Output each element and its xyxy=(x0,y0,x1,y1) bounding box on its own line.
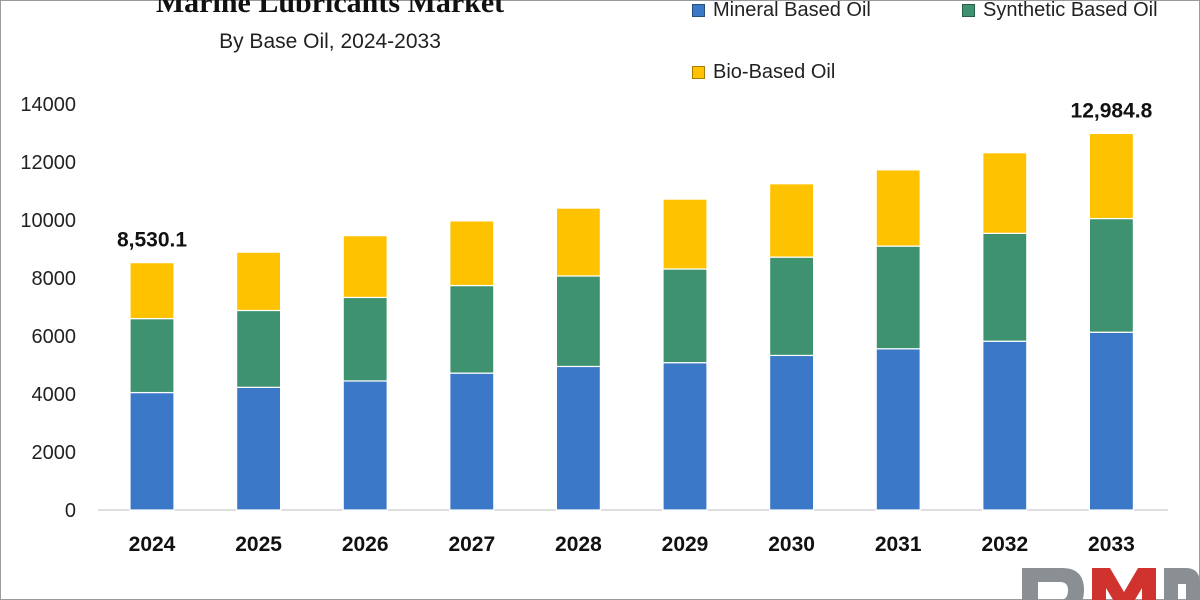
bar-segment-mineral xyxy=(129,391,175,511)
bar-segment-mineral xyxy=(662,362,708,511)
bar-segment-synthetic xyxy=(449,284,495,374)
y-tick-label: 14000 xyxy=(20,94,76,116)
legend-label-bio: Bio-Based Oil xyxy=(713,60,836,83)
bar-segment-bio xyxy=(129,262,175,320)
y-tick-label: 10000 xyxy=(20,210,76,232)
x-tick-label: 2030 xyxy=(768,533,815,556)
legend-item-synthetic: Synthetic Based Oil xyxy=(962,0,1158,22)
total-data-label: 8,530.1 xyxy=(117,229,187,252)
bar-segment-bio xyxy=(768,183,815,258)
bar-segment-bio xyxy=(662,198,708,270)
legend-swatch-mineral xyxy=(692,3,705,17)
bar-segment-bio xyxy=(555,207,602,277)
x-tick-label: 2025 xyxy=(235,533,282,556)
legend-label-synthetic: Synthetic Based Oil xyxy=(983,0,1158,21)
bar-segment-bio xyxy=(449,220,495,287)
y-tick-label: 0 xyxy=(65,500,76,522)
company-logo-mark xyxy=(1022,568,1200,600)
y-tick-label: 6000 xyxy=(32,326,77,348)
bar-segment-mineral xyxy=(875,348,921,511)
x-tick-label: 2029 xyxy=(662,533,709,556)
chart-subtitle: By Base Oil, 2024-2033 xyxy=(219,30,441,53)
bar-segment-synthetic xyxy=(768,256,815,357)
x-tick-label: 2033 xyxy=(1088,533,1135,556)
y-tick-label: 12000 xyxy=(20,152,76,174)
bar-segment-mineral xyxy=(236,386,282,511)
bar-segment-mineral xyxy=(555,365,602,511)
y-tick-label: 2000 xyxy=(32,442,77,464)
bar-segment-bio xyxy=(342,235,388,299)
x-tick-label: 2028 xyxy=(555,533,602,556)
y-tick-label: 4000 xyxy=(32,384,77,406)
bar-segment-synthetic xyxy=(875,245,921,350)
x-tick-label: 2031 xyxy=(875,533,922,556)
x-tick-label: 2027 xyxy=(448,533,495,556)
bar-segment-synthetic xyxy=(982,232,1028,342)
bar-segment-synthetic xyxy=(555,275,602,368)
bar-segment-synthetic xyxy=(236,309,282,388)
y-tick-label: 8000 xyxy=(32,268,77,290)
bar-segment-mineral xyxy=(982,340,1028,511)
bar-segment-bio xyxy=(982,152,1028,234)
chart-title: Marine Lubricants Market xyxy=(155,0,505,19)
bar-segment-mineral xyxy=(1088,331,1135,511)
company-logo xyxy=(1018,556,1200,600)
legend-item-mineral: Mineral Based Oil xyxy=(692,0,871,22)
bar-segment-bio xyxy=(1088,132,1135,220)
bar-segment-synthetic xyxy=(129,318,175,394)
bar-segment-synthetic xyxy=(342,296,388,382)
bar-segment-bio xyxy=(875,169,921,247)
legend-label-mineral: Mineral Based Oil xyxy=(713,0,871,21)
bar-segment-synthetic xyxy=(1088,217,1135,333)
legend-swatch-bio xyxy=(692,65,705,79)
x-tick-label: 2032 xyxy=(981,533,1028,556)
total-data-label: 12,984.8 xyxy=(1071,99,1153,122)
bar-segment-mineral xyxy=(342,380,388,511)
bar-segment-bio xyxy=(236,251,282,312)
legend-item-bio: Bio-Based Oil xyxy=(692,60,835,84)
x-tick-label: 2026 xyxy=(342,533,389,556)
legend-swatch-synthetic xyxy=(962,3,975,17)
bar-segment-synthetic xyxy=(662,268,708,364)
x-tick-label: 2024 xyxy=(129,533,176,556)
bar-segment-mineral xyxy=(768,354,815,511)
bar-segment-mineral xyxy=(449,372,495,511)
